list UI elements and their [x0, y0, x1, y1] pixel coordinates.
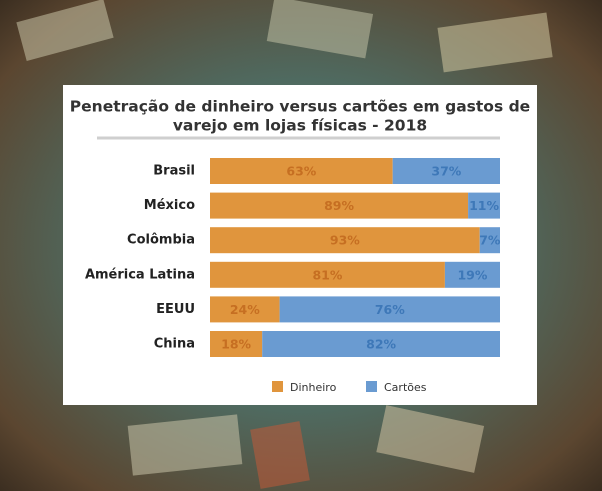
bar-segment — [210, 331, 263, 357]
bar-segment — [479, 227, 500, 254]
background-notes — [16, 0, 553, 489]
value-label: 89% — [324, 198, 354, 213]
bar-segment — [392, 158, 500, 184]
value-label: 63% — [286, 164, 316, 179]
value-label: 93% — [330, 233, 360, 248]
bar-segment — [444, 261, 500, 288]
legend-label: Dinheiro — [290, 381, 337, 394]
chart-title: Penetração de dinheiro versus cartões em… — [70, 98, 530, 116]
legend-swatch — [272, 381, 283, 392]
value-label: 76% — [375, 302, 405, 317]
bar-segment — [210, 158, 393, 184]
bar-segment — [468, 192, 500, 219]
bar-segment — [262, 331, 500, 357]
category-label: China — [154, 337, 195, 352]
legend-swatch — [366, 381, 377, 392]
bar-segment — [279, 296, 500, 323]
category-label: EEUU — [156, 302, 195, 317]
value-label: 37% — [431, 164, 461, 179]
category-label: Colômbia — [127, 233, 195, 248]
value-label: 81% — [312, 267, 342, 282]
category-label: América Latina — [85, 267, 195, 282]
value-label: 82% — [366, 337, 396, 352]
bar-segment — [210, 227, 480, 254]
value-label: 19% — [457, 267, 487, 282]
value-label: 18% — [221, 337, 251, 352]
category-label: México — [144, 198, 195, 213]
value-label: 7% — [479, 233, 501, 248]
bar-segment — [210, 192, 469, 219]
bar-segment — [210, 296, 280, 323]
value-label: 11% — [469, 198, 499, 213]
chart-title: varejo em lojas físicas - 2018 — [173, 117, 427, 135]
value-label: 24% — [230, 302, 260, 317]
legend-label: Cartões — [384, 381, 427, 394]
bar-segment — [210, 261, 445, 288]
category-label: Brasil — [153, 164, 195, 179]
